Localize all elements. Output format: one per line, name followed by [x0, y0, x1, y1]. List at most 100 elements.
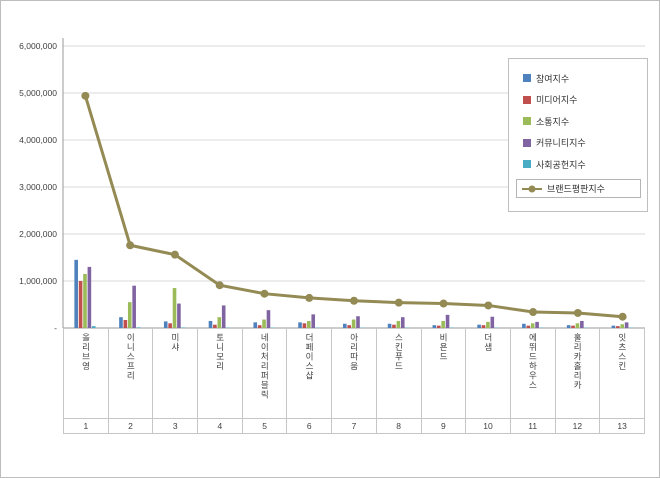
line-marker — [350, 296, 358, 305]
bar — [221, 305, 226, 328]
category-rank: 13 — [600, 419, 645, 433]
bar — [629, 327, 633, 329]
bar — [257, 325, 262, 328]
line-marker — [618, 312, 627, 321]
category-rank: 12 — [556, 419, 601, 433]
bar — [620, 324, 625, 328]
bar — [445, 314, 450, 328]
legend-item: 사회공헌지수 — [523, 158, 641, 171]
bar — [208, 320, 213, 328]
category-rank: 9 — [422, 419, 467, 433]
category-label: 더페이스샵 — [287, 328, 333, 418]
line-marker — [126, 241, 135, 250]
category-rank: 1 — [63, 419, 109, 433]
category-label-text: 더샘 — [483, 333, 494, 352]
category-label-text: 잇츠스킨 — [617, 333, 628, 371]
line-marker — [439, 299, 448, 308]
category-label-text: 에뛰드하우스 — [527, 333, 538, 390]
line-marker — [573, 308, 582, 317]
y-axis-tick-label: 3,000,000 — [19, 182, 57, 192]
legend-label: 브랜드평판지수 — [547, 184, 605, 195]
bar — [119, 317, 123, 328]
category-label-text: 올리브영 — [81, 333, 92, 371]
bar — [266, 310, 271, 328]
category-label: 홀리카홀리카 — [556, 328, 601, 418]
bar — [584, 327, 589, 329]
category-label-text: 토니모리 — [215, 333, 226, 371]
category-label-text: 아리따움 — [349, 333, 360, 371]
line-marker — [170, 250, 179, 259]
bar — [396, 320, 401, 328]
bar — [360, 327, 365, 329]
bar — [405, 327, 409, 329]
bar — [526, 325, 531, 328]
bar — [477, 324, 481, 328]
category-label: 이니스프리 — [109, 328, 154, 418]
bar — [307, 320, 311, 328]
bar — [575, 323, 580, 328]
category-label-text: 더페이스샵 — [304, 333, 315, 381]
category-label-text: 비욘드 — [438, 333, 449, 362]
category-rank: 2 — [109, 419, 154, 433]
legend-swatch-icon — [523, 74, 531, 83]
line-marker — [484, 301, 493, 310]
bar — [302, 323, 307, 328]
bar — [539, 327, 544, 329]
x-axis-category-labels: 올리브영 이니스프리 미샤 토니모리 네이처리퍼블릭 더페이스샵 아리따움 스킨푸드 비욘드 더샘… — [63, 328, 645, 418]
line-marker — [529, 308, 538, 317]
bar — [132, 285, 136, 328]
bar — [580, 320, 584, 328]
bar — [262, 319, 266, 328]
bar — [441, 320, 445, 328]
bar — [490, 316, 495, 328]
line-marker — [260, 289, 269, 298]
bar — [213, 324, 217, 328]
bar — [432, 325, 437, 328]
category-rank: 3 — [153, 419, 199, 433]
bar — [616, 326, 620, 328]
bar — [530, 323, 535, 328]
line-marker — [81, 91, 90, 100]
bar — [347, 325, 351, 328]
x-axis-rank-labels: 1 2 3 4 5 6 7 8 9 10 11 12 13 — [63, 418, 645, 434]
bar — [217, 317, 222, 328]
bar — [392, 324, 396, 328]
category-label: 토니모리 — [198, 328, 243, 418]
bar — [83, 273, 87, 328]
bar — [74, 259, 78, 328]
legend-swatch-icon — [523, 95, 531, 104]
legend-item: 미디어지수 — [523, 93, 641, 106]
bar — [298, 322, 302, 328]
y-axis-tick-label: 6,000,000 — [19, 41, 57, 51]
bar — [450, 327, 454, 329]
bar — [535, 321, 539, 328]
bar — [168, 323, 172, 328]
bar — [351, 319, 356, 328]
bar — [315, 327, 320, 329]
bar — [566, 325, 571, 328]
category-rank: 11 — [511, 419, 556, 433]
category-label: 비욘드 — [422, 328, 467, 418]
bar — [136, 327, 141, 328]
y-axis-tick-label: 2,000,000 — [19, 229, 57, 239]
category-label: 아리따움 — [332, 328, 377, 418]
category-label: 미샤 — [153, 328, 199, 418]
line-marker — [394, 298, 403, 307]
y-axis-tick-label: 4,000,000 — [19, 135, 57, 145]
category-rank: 10 — [466, 419, 511, 433]
bar — [172, 288, 177, 328]
category-rank: 7 — [332, 419, 377, 433]
y-axis-tick-label: 5,000,000 — [19, 88, 57, 98]
bar — [177, 303, 181, 328]
legend-label: 참여지수 — [536, 73, 570, 84]
category-rank: 6 — [287, 419, 333, 433]
category-label: 에뛰드하우스 — [511, 328, 556, 418]
legend-swatch-icon — [523, 160, 531, 169]
y-axis-tick-label: - — [54, 323, 57, 333]
bar — [123, 320, 128, 328]
y-axis-tick-label: 1,000,000 — [19, 276, 57, 286]
category-rank: 8 — [377, 419, 422, 433]
category-label-text: 미샤 — [170, 333, 181, 352]
